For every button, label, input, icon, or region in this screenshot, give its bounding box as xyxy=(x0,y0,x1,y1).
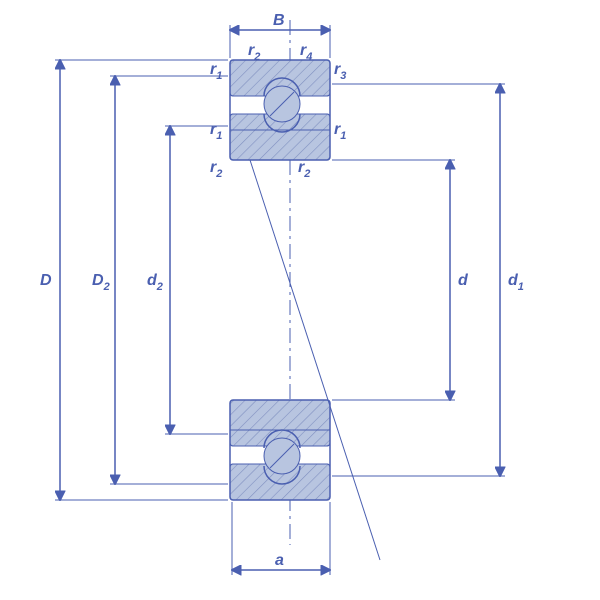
svg-text:r2: r2 xyxy=(298,159,310,180)
top-bearing-section xyxy=(230,60,330,160)
label-a: a xyxy=(275,552,284,569)
label-D2: D xyxy=(92,272,104,289)
dimension-d: d xyxy=(332,160,469,400)
dimension-d1: d1 xyxy=(332,84,524,476)
label-D2-sub: 2 xyxy=(103,281,110,293)
bottom-bearing-section xyxy=(230,400,330,500)
label-B: B xyxy=(273,12,285,29)
contact-angle-line xyxy=(250,160,328,400)
bearing-cross-section-diagram: B D D2 d2 d d1 a xyxy=(0,0,600,600)
svg-text:r1: r1 xyxy=(334,121,346,142)
label-d2-sub: 2 xyxy=(156,281,163,293)
svg-text:r1: r1 xyxy=(210,61,222,82)
svg-text:d1: d1 xyxy=(508,272,524,293)
svg-text:d2: d2 xyxy=(147,272,163,293)
svg-text:r3: r3 xyxy=(334,61,346,82)
label-d1-sub: 1 xyxy=(518,281,524,293)
dimension-D2: D2 xyxy=(92,76,228,484)
svg-text:r1: r1 xyxy=(210,121,222,142)
svg-text:D2: D2 xyxy=(92,272,110,293)
label-D: D xyxy=(40,272,52,289)
label-d: d xyxy=(458,272,469,289)
svg-text:r2: r2 xyxy=(210,159,222,180)
dimension-B: B xyxy=(230,12,330,58)
